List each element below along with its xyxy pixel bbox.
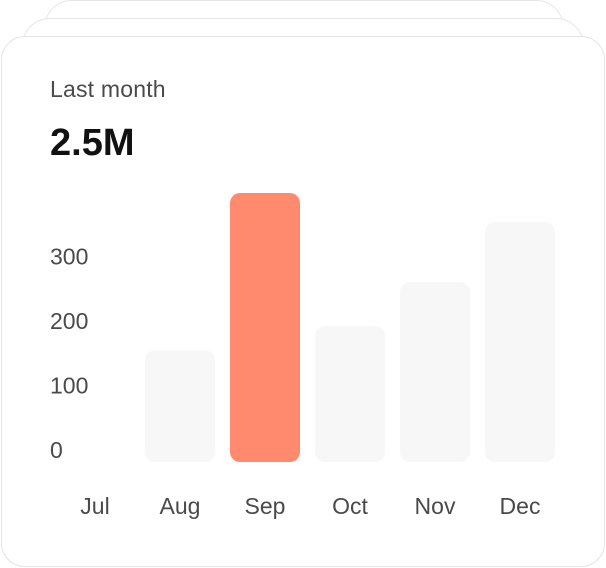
bar-sep[interactable]	[230, 193, 300, 462]
x-tick-label-sep: Sep	[245, 493, 286, 519]
x-tick-label-jul: Jul	[80, 493, 109, 519]
x-tick-label-oct: Oct	[332, 493, 368, 519]
x-axis-labels: Jul Aug Sep Oct Nov Dec	[80, 493, 540, 519]
x-tick-label-dec: Dec	[500, 493, 541, 519]
y-tick-label-100: 100	[50, 373, 88, 399]
y-tick-label-0: 0	[50, 437, 63, 463]
bar-aug[interactable]	[145, 350, 215, 462]
bar-oct[interactable]	[315, 325, 385, 462]
bars-group	[145, 193, 555, 462]
x-tick-label-aug: Aug	[160, 493, 201, 519]
card-label: Last month	[50, 76, 166, 102]
bar-nov[interactable]	[400, 282, 470, 462]
x-tick-label-nov: Nov	[415, 493, 456, 519]
bar-dec[interactable]	[485, 222, 555, 462]
y-tick-label-200: 200	[50, 308, 88, 334]
y-axis-labels: 0 100 200 300	[50, 244, 88, 464]
card-value: 2.5M	[50, 122, 135, 164]
y-tick-label-300: 300	[50, 244, 88, 270]
